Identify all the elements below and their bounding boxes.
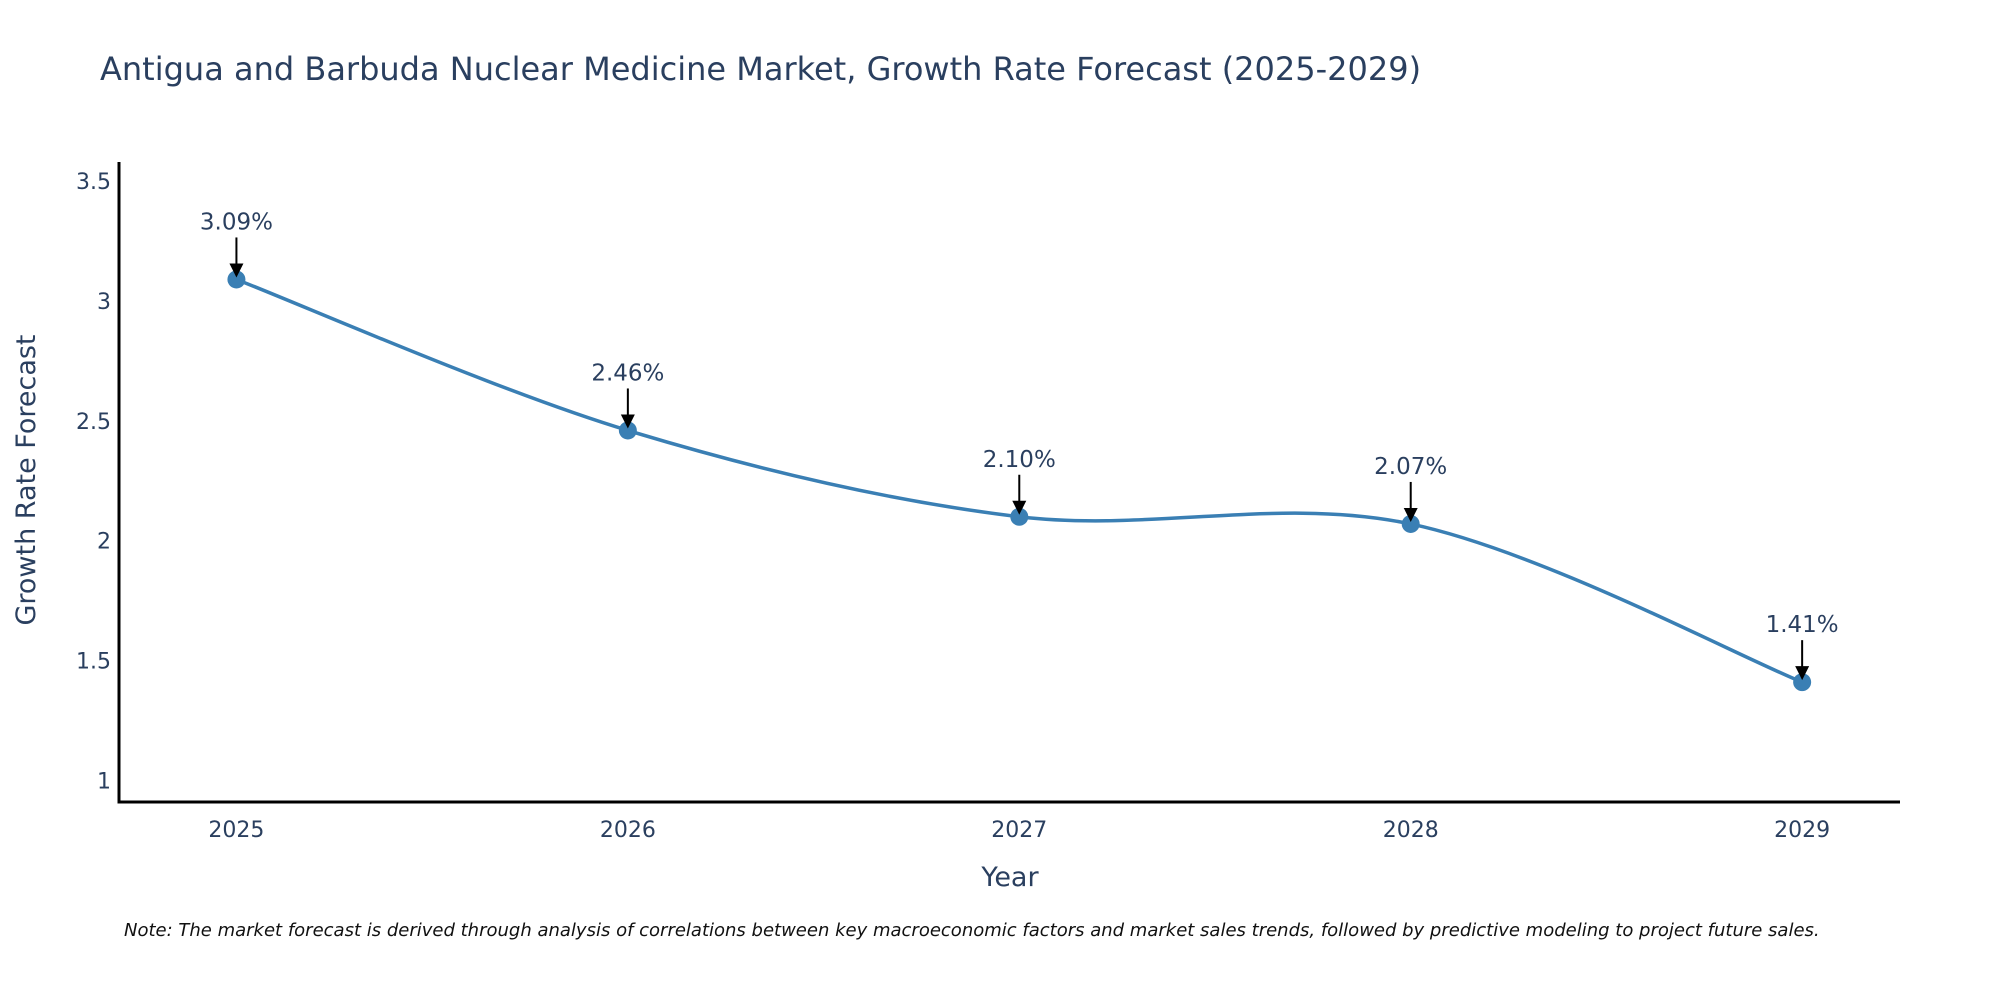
data-point[interactable]: [618, 421, 637, 440]
data-label: 2.07%: [1374, 454, 1447, 480]
data-label: 2.46%: [591, 360, 664, 386]
annotation-arrowhead-icon: [1012, 500, 1027, 515]
y-axis-ticks: 1 1.5 2 2.5 3 3.5: [76, 170, 111, 794]
x-axis-title: Year: [980, 862, 1039, 893]
x-tick-label: 2025: [208, 818, 264, 843]
y-axis-title: Growth Rate Forecast: [11, 334, 42, 625]
data-label: 3.09%: [200, 209, 273, 235]
y-tick-label: 3: [97, 290, 111, 315]
annotation-arrowhead-icon: [620, 414, 635, 429]
x-tick-label: 2028: [1383, 818, 1439, 843]
footnote: Note: The market forecast is derived thr…: [124, 920, 1820, 941]
data-label: 2.10%: [983, 447, 1056, 473]
y-tick-label: 1.5: [76, 650, 111, 675]
data-point[interactable]: [1010, 507, 1029, 526]
x-tick-label: 2027: [991, 818, 1047, 843]
x-axis-ticks: 2025 2026 2027 2028 2029: [208, 818, 1830, 843]
y-tick-label: 2: [97, 530, 111, 555]
data-point[interactable]: [1793, 673, 1812, 692]
x-tick-label: 2026: [600, 818, 656, 843]
y-tick-label: 3.5: [76, 170, 111, 195]
y-tick-label: 1: [97, 769, 111, 794]
data-point[interactable]: [1401, 514, 1420, 533]
annotation-arrowhead-icon: [1403, 507, 1418, 522]
data-point[interactable]: [227, 270, 246, 289]
data-label: 1.41%: [1766, 612, 1839, 638]
plot-area: 3.09% 2.46% 2.10% 2.07% 1.41%: [200, 209, 1839, 692]
y-tick-label: 2.5: [76, 410, 111, 435]
x-tick-label: 2029: [1774, 818, 1830, 843]
chart-title: Antigua and Barbuda Nuclear Medicine Mar…: [100, 50, 1421, 88]
annotation-arrowhead-icon: [229, 263, 244, 278]
annotation-arrowhead-icon: [1795, 666, 1810, 681]
